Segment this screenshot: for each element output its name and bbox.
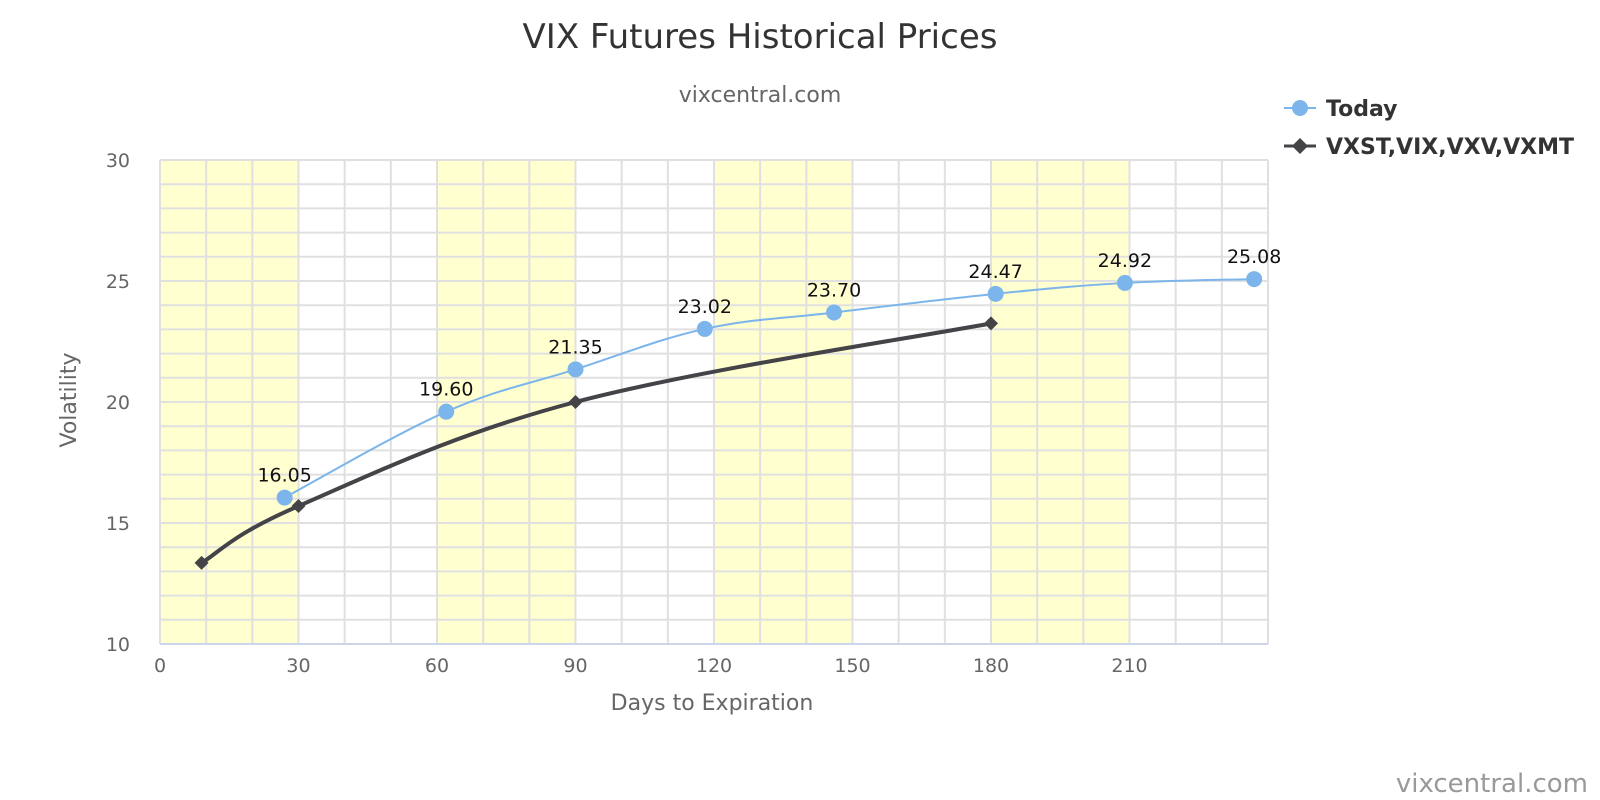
- legend-marker-today: [1292, 100, 1308, 116]
- data-point-today: [1246, 271, 1263, 288]
- chart-title: VIX Futures Historical Prices: [523, 17, 998, 57]
- data-labels: 16.05 19.60 21.35 23.02 23.70 24.47 24.92 25.08: [257, 246, 1281, 487]
- grid-lines: [159, 159, 1269, 645]
- y-tick-label: 10: [106, 634, 130, 656]
- y-tick-label: 15: [106, 513, 130, 535]
- y-axis-title: Volatility: [57, 352, 82, 447]
- x-tick-label: 90: [563, 655, 587, 677]
- data-point-today: [438, 403, 455, 420]
- series-line-term-structure: [199, 321, 993, 565]
- data-label-today: 19.60: [419, 379, 473, 401]
- data-point-today: [826, 304, 843, 321]
- y-tick-label: 20: [106, 392, 130, 414]
- x-tick-label: 120: [696, 655, 732, 677]
- data-label-today: 24.92: [1098, 250, 1152, 272]
- x-tick-label: 0: [154, 655, 166, 677]
- x-tick-label: 210: [1111, 655, 1147, 677]
- legend-label-term-structure: VXST,VIX,VXV,VXMT: [1326, 135, 1574, 160]
- data-label-today: 16.05: [257, 465, 311, 487]
- data-point-today: [1116, 274, 1133, 291]
- legend-item-term-structure[interactable]: VXST,VIX,VXV,VXMT: [1284, 135, 1574, 160]
- data-label-today: 23.70: [807, 279, 861, 301]
- data-point-today: [987, 285, 1004, 302]
- data-point-term-structure: [291, 499, 306, 514]
- data-point-today: [567, 361, 584, 378]
- axes: 0 30 60 90 120 150 180 210 10 15 20 25 30: [106, 150, 1268, 677]
- legend: Today VXST,VIX,VXV,VXMT: [1284, 97, 1574, 160]
- y-tick-label: 25: [106, 271, 130, 293]
- x-tick-label: 60: [425, 655, 449, 677]
- data-label-today: 23.02: [678, 296, 732, 318]
- x-axis-title: Days to Expiration: [611, 691, 814, 716]
- x-tick-label: 150: [834, 655, 870, 677]
- data-point-today: [276, 489, 293, 506]
- data-point-today: [696, 320, 713, 337]
- x-tick-label: 180: [973, 655, 1009, 677]
- data-label-today: 21.35: [548, 336, 602, 358]
- data-label-today: 24.47: [968, 261, 1022, 283]
- data-point-term-structure: [194, 555, 209, 570]
- legend-label-today: Today: [1326, 97, 1397, 122]
- data-point-term-structure: [984, 316, 998, 331]
- data-point-term-structure: [568, 395, 583, 409]
- legend-item-today[interactable]: Today: [1284, 97, 1397, 122]
- data-label-today: 25.08: [1227, 246, 1281, 268]
- legend-marker-term-structure: [1292, 138, 1308, 154]
- y-tick-label: 30: [106, 150, 130, 172]
- chart-subtitle: vixcentral.com: [679, 83, 842, 108]
- credit-link[interactable]: vixcentral.com: [1396, 769, 1588, 799]
- series: [194, 271, 1263, 570]
- x-tick-label: 30: [286, 655, 310, 677]
